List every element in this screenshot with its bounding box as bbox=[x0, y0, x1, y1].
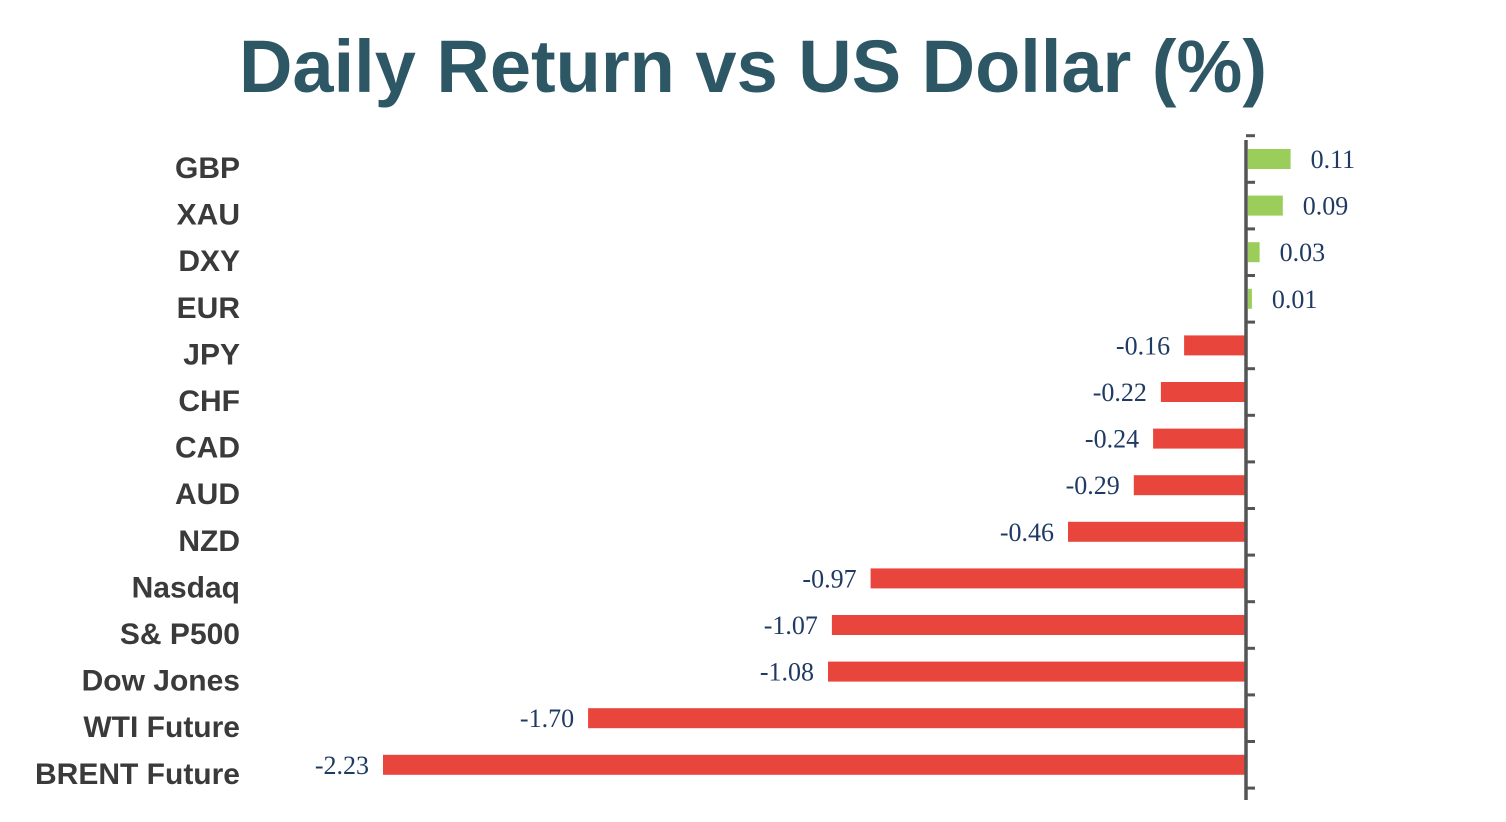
value-label-xau: 0.09 bbox=[1303, 192, 1349, 221]
bar-nzd bbox=[1068, 521, 1246, 542]
bar-jpy bbox=[1184, 335, 1246, 356]
category-label-gbp: GBP bbox=[175, 152, 240, 185]
value-label-nasdaq: -0.97 bbox=[802, 564, 856, 593]
value-label-aud: -0.29 bbox=[1066, 471, 1120, 500]
category-label-nzd: NZD bbox=[178, 525, 240, 558]
bar-cad bbox=[1153, 428, 1246, 449]
value-label-cad: -0.24 bbox=[1085, 425, 1139, 454]
bar-dow-jones bbox=[828, 661, 1246, 682]
category-label-brent-future: BRENT Future bbox=[35, 758, 240, 791]
category-label-xau: XAU bbox=[177, 199, 240, 232]
category-label-nasdaq: Nasdaq bbox=[132, 571, 240, 604]
zero-axis bbox=[1244, 134, 1255, 800]
bar-dxy bbox=[1248, 242, 1260, 263]
value-label-gbp: 0.11 bbox=[1311, 145, 1356, 174]
value-label-chf: -0.22 bbox=[1093, 378, 1147, 407]
category-label-jpy: JPY bbox=[183, 338, 240, 371]
bar-nasdaq bbox=[870, 568, 1246, 589]
bar-chf bbox=[1160, 382, 1246, 402]
bar-aud bbox=[1133, 475, 1246, 496]
category-labels: GBP XAU DXY EUR JPY CHF CAD AUD NZD Nasdaq S& P500… bbox=[35, 152, 240, 791]
value-labels: 0.11 0.09 0.03 0.01 -0.16 -0.22 -0.24 -0.29 -0.4… bbox=[315, 145, 1355, 780]
category-label-s-p500: S& P500 bbox=[120, 618, 240, 651]
category-label-chf: CHF bbox=[178, 385, 240, 418]
value-label-nzd: -0.46 bbox=[1000, 518, 1054, 547]
category-label-wti-future: WTI Future bbox=[83, 711, 240, 744]
category-label-cad: CAD bbox=[175, 432, 240, 465]
bar-s-p500 bbox=[831, 615, 1246, 635]
category-label-dxy: DXY bbox=[178, 245, 240, 278]
category-label-eur: EUR bbox=[177, 292, 241, 325]
chart-title: Daily Return vs US Dollar (%) bbox=[238, 25, 1267, 108]
bar-xau bbox=[1248, 195, 1283, 216]
value-label-s-p500: -1.07 bbox=[764, 611, 818, 640]
value-label-eur: 0.01 bbox=[1272, 285, 1318, 314]
bar-brent-future bbox=[383, 754, 1246, 775]
bar-gbp bbox=[1248, 149, 1291, 169]
value-label-brent-future: -2.23 bbox=[315, 751, 369, 780]
value-label-dxy: 0.03 bbox=[1280, 238, 1326, 267]
bar-eur bbox=[1248, 288, 1252, 309]
bars-layer bbox=[383, 149, 1291, 775]
value-label-jpy: -0.16 bbox=[1116, 331, 1170, 360]
bar-wti-future bbox=[588, 708, 1246, 729]
category-label-aud: AUD bbox=[175, 478, 240, 511]
value-label-dow-jones: -1.08 bbox=[760, 658, 814, 687]
category-label-dow-jones: Dow Jones bbox=[82, 665, 240, 698]
value-label-wti-future: -1.70 bbox=[520, 704, 574, 733]
